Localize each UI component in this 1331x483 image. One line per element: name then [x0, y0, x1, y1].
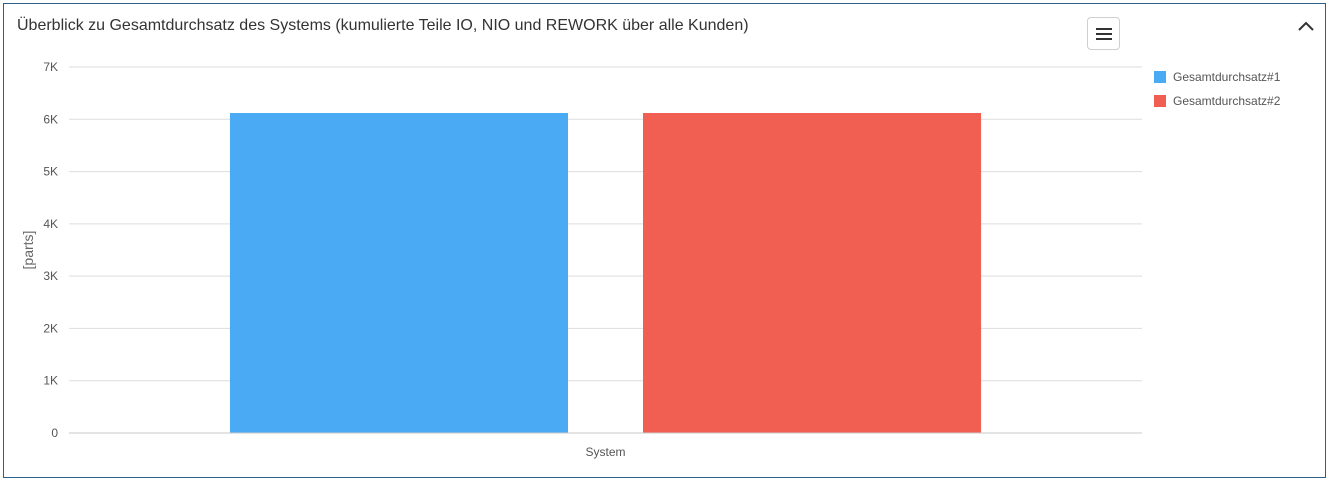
legend-label: Gesamtdurchsatz#2	[1173, 94, 1281, 108]
x-category-label: System	[585, 445, 625, 459]
y-tick-label: 5K	[43, 165, 58, 179]
y-tick-label: 2K	[43, 321, 58, 335]
y-tick-label: 4K	[43, 217, 58, 231]
bar-2[interactable]	[643, 113, 982, 434]
y-tick-label: 3K	[43, 269, 58, 283]
legend-item-2[interactable]: Gesamtdurchsatz#2	[1154, 94, 1280, 108]
chart-menu-button[interactable]	[1087, 17, 1120, 50]
y-tick-label: 0	[51, 426, 58, 440]
bar-1[interactable]	[229, 113, 568, 434]
y-axis-ticks: 0 1K 2K 3K 4K 5K 6K 7K	[43, 60, 58, 440]
collapse-button[interactable]	[1294, 14, 1318, 38]
bar-chart: 0 1K 2K 3K 4K 5K 6K 7K System [parts]	[20, 60, 1142, 459]
hamburger-menu-icon-bar	[1096, 33, 1112, 35]
hamburger-menu-icon-bar	[1096, 38, 1112, 40]
y-tick-label: 7K	[43, 60, 58, 74]
chart-title: Überblick zu Gesamtdurchsatz des Systems…	[17, 17, 749, 34]
y-tick-label: 1K	[43, 374, 58, 388]
legend-label: Gesamtdurchsatz#1	[1173, 70, 1281, 84]
legend-item-1[interactable]: Gesamtdurchsatz#1	[1154, 70, 1280, 84]
hamburger-menu-icon	[1096, 28, 1112, 30]
y-tick-label: 6K	[43, 112, 58, 126]
chevron-up-icon	[1298, 21, 1314, 31]
legend-swatch	[1154, 71, 1166, 83]
chart-panel: Überblick zu Gesamtdurchsatz des Systems…	[3, 3, 1326, 478]
bars	[229, 113, 982, 434]
y-axis-title: [parts]	[20, 231, 36, 270]
chart-legend: Gesamtdurchsatz#1 Gesamtdurchsatz#2	[1154, 70, 1280, 118]
legend-swatch	[1154, 95, 1166, 107]
